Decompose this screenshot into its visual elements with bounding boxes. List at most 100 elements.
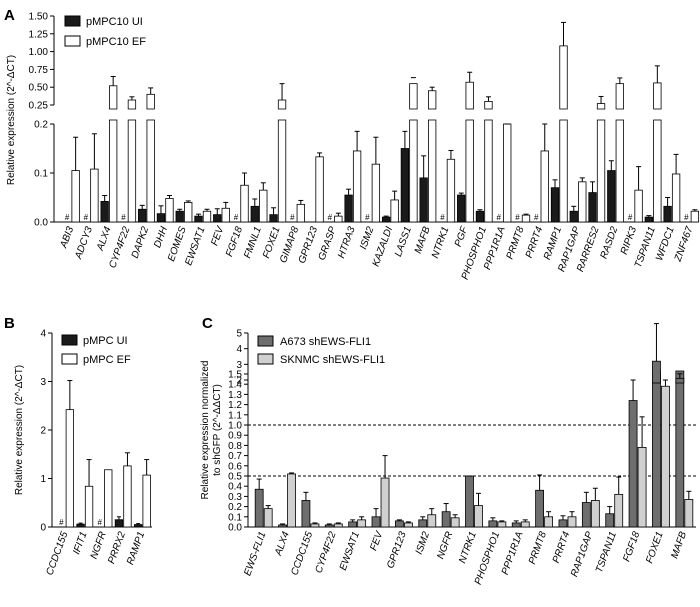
x-tick-label: IFIT1 bbox=[71, 530, 89, 556]
bar-ui bbox=[269, 214, 278, 223]
bar-ef bbox=[334, 215, 343, 223]
x-tick-label: LASS1 bbox=[393, 225, 414, 258]
legend-label-ef: pMPC EF bbox=[83, 354, 131, 366]
bar-ui bbox=[114, 519, 124, 528]
bar-ui bbox=[550, 187, 560, 223]
legend-label-sknmc: SKNMC shEWS-FLI1 bbox=[280, 354, 385, 366]
bar-ef bbox=[371, 163, 381, 223]
y-tick-label: 1.25 bbox=[29, 29, 49, 40]
bar-ui bbox=[457, 194, 466, 223]
x-tick-label: CYP4F22 bbox=[313, 530, 338, 575]
bar-sknmc bbox=[310, 523, 320, 528]
marker-hash: # bbox=[290, 213, 295, 222]
bar-ui bbox=[419, 177, 428, 223]
bar-ef-upper bbox=[127, 99, 137, 110]
bar-ef-upper bbox=[109, 85, 118, 110]
x-tick-label: FEV bbox=[368, 529, 385, 552]
x-tick-label: RASD2 bbox=[599, 225, 621, 261]
bar-ef bbox=[428, 119, 437, 223]
marker-hash: # bbox=[365, 213, 370, 222]
x-tick-label: PRRT4 bbox=[551, 530, 573, 565]
bar-a673 bbox=[605, 513, 615, 528]
x-tick-label: RIPK3 bbox=[619, 225, 639, 256]
bar-ui bbox=[100, 201, 109, 223]
x-tick-label: EWSAT1 bbox=[338, 530, 362, 572]
x-tick-label: GPR123 bbox=[385, 530, 409, 570]
bar-a673 bbox=[628, 400, 638, 528]
bar-a673 bbox=[675, 370, 685, 528]
bar-ef-upper bbox=[653, 82, 662, 110]
x-tick-label: NGFR bbox=[435, 530, 455, 560]
bar-sknmc bbox=[287, 473, 296, 528]
bar-ef bbox=[240, 184, 249, 223]
y-tick-label: 2 bbox=[236, 376, 242, 387]
bar-ef bbox=[615, 119, 624, 223]
bar-ef bbox=[521, 214, 531, 223]
bar-a673-upper bbox=[675, 378, 685, 384]
y-tick-label: 4 bbox=[40, 329, 46, 340]
x-tick-label: MAFB bbox=[669, 530, 689, 560]
x-tick-label: ISM2 bbox=[414, 530, 432, 556]
bar-ef bbox=[540, 150, 549, 223]
bar-ef bbox=[277, 119, 287, 223]
bar-a673 bbox=[535, 489, 545, 528]
y-tick-label: 1 bbox=[40, 474, 46, 485]
legend-label-ef: pMPC10 EF bbox=[86, 36, 146, 48]
bar-ef bbox=[146, 119, 155, 223]
y-tick-label: 1.50 bbox=[29, 12, 49, 23]
x-tick-label: PHOSPHO1 bbox=[473, 530, 502, 586]
y-tick-label: 0.5 bbox=[228, 472, 242, 483]
marker-hash: # bbox=[59, 518, 64, 527]
y-tick-label: 0.7 bbox=[228, 451, 242, 462]
x-tick-label: FGF18 bbox=[621, 530, 642, 563]
x-tick-label: ALX4 bbox=[273, 530, 292, 558]
bar-ui bbox=[663, 205, 672, 223]
bar-ef bbox=[109, 119, 118, 223]
y-tick-label: 1.0 bbox=[228, 421, 242, 432]
legend-label-ui: pMPC10 UI bbox=[86, 16, 143, 28]
bar-ui bbox=[133, 524, 143, 528]
panel-b: B 0 1 2 3 4 Relative expression (2^-ΔCT) # CCDC1… bbox=[4, 315, 152, 577]
x-tick-label: PRMT8 bbox=[527, 530, 549, 566]
x-tick-label: EWS-FLI1 bbox=[242, 530, 268, 577]
y-tick-label: 0.50 bbox=[29, 83, 49, 94]
marker-hash: # bbox=[496, 213, 501, 222]
bar-a673-upper bbox=[652, 360, 661, 384]
bar-ef bbox=[446, 158, 456, 223]
bar-ef-upper bbox=[409, 83, 418, 110]
bar-ui bbox=[475, 210, 485, 223]
bar-ef bbox=[90, 168, 99, 223]
bar-ef-upper bbox=[484, 101, 493, 110]
y-tick-label: 0.75 bbox=[29, 65, 49, 76]
bar-sknmc bbox=[263, 508, 273, 528]
x-tick-label: TSPAN11 bbox=[594, 530, 619, 574]
x-tick-label: NGFR bbox=[89, 530, 109, 560]
bar-ef bbox=[71, 170, 80, 223]
y-tick-label: 0.8 bbox=[228, 441, 242, 452]
bar-a673 bbox=[652, 370, 661, 528]
marker-hash: # bbox=[534, 213, 539, 222]
bar-sknmc bbox=[450, 517, 460, 528]
y-tick-label: 0.1 bbox=[34, 169, 48, 180]
x-tick-label: MAFB bbox=[413, 225, 433, 255]
bar-ef bbox=[559, 119, 568, 223]
x-tick-label: NTRK1 bbox=[457, 530, 479, 565]
panel-c: C 0.00.10.20.30.40.50.60.70.80.91.01.11.2… bbox=[200, 315, 696, 586]
bar-ef bbox=[296, 203, 305, 223]
y-tick-label: 0.3 bbox=[228, 492, 242, 503]
bar-ui bbox=[381, 216, 391, 223]
bar-ui bbox=[588, 192, 597, 223]
y-tick-label: 0 bbox=[40, 523, 46, 534]
bar-ef bbox=[127, 119, 137, 223]
bar-ef-upper bbox=[146, 93, 155, 110]
bar-a673 bbox=[441, 511, 451, 528]
bar-a673 bbox=[371, 516, 381, 528]
y-tick-label: 5 bbox=[236, 329, 242, 340]
bar-sknmc bbox=[403, 522, 413, 528]
bar-a673 bbox=[511, 522, 521, 528]
x-tick-label: ABI3 bbox=[58, 225, 76, 250]
marker-hash: # bbox=[65, 213, 70, 222]
bar-a673 bbox=[488, 520, 498, 528]
bar-ui bbox=[250, 205, 259, 223]
